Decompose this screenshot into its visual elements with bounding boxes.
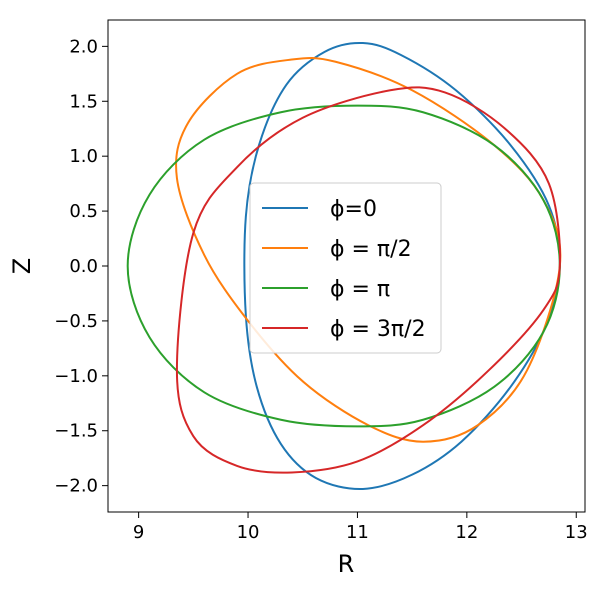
series-line-0	[243, 41, 561, 490]
y-tick-label: −1.5	[54, 421, 98, 442]
x-tick-label: 12	[455, 522, 478, 543]
y-tick-label: −1.0	[54, 366, 98, 387]
legend-box	[249, 182, 442, 354]
series-line-1	[175, 56, 562, 443]
legend-label-1: ϕ = π/2	[330, 237, 412, 262]
x-axis: 9 10 11 12 13	[133, 512, 588, 543]
y-tick-label: 1.0	[69, 146, 98, 167]
y-tick-label: 2.0	[69, 36, 98, 57]
series-line-3	[175, 86, 562, 474]
y-tick-label: −2.0	[54, 476, 98, 497]
y-tick-label: 1.5	[69, 91, 98, 112]
legend-label-3: ϕ = 3π/2	[330, 317, 426, 342]
legend: ϕ=0 ϕ = π/2 ϕ = π ϕ = 3π/2	[249, 182, 442, 354]
x-tick-label: 11	[346, 522, 369, 543]
y-tick-label: 0.0	[69, 256, 98, 277]
series-layer	[126, 41, 562, 490]
y-tick-label: −0.5	[54, 311, 98, 332]
legend-label-2: ϕ = π	[330, 277, 390, 302]
x-tick-label: 9	[133, 522, 144, 543]
x-tick-label: 10	[237, 522, 260, 543]
legend-label-0: ϕ=0	[330, 197, 377, 222]
x-axis-label: R	[338, 550, 355, 578]
series-line-2	[126, 104, 561, 428]
y-tick-label: 0.5	[69, 201, 98, 222]
y-axis: −2.0 −1.5 −1.0 −0.5 0.0 0.5 1.0 1.5 2.0	[54, 36, 108, 497]
y-axis-label: Z	[8, 258, 36, 274]
x-tick-label: 13	[565, 522, 588, 543]
